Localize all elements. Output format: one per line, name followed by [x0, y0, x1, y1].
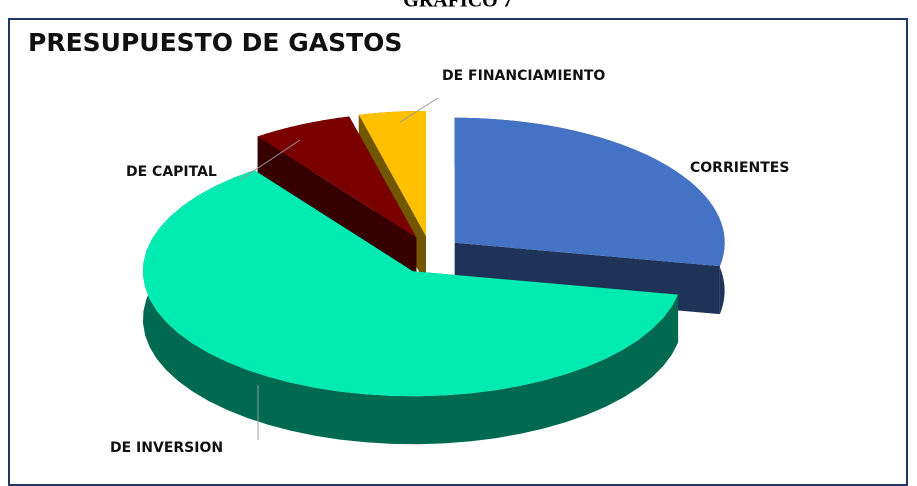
slice-label: CORRIENTES	[690, 160, 789, 176]
leader-line	[239, 139, 301, 181]
slice	[358, 110, 426, 236]
caption: GRAFICO 7	[403, 0, 512, 12]
slice-label: DE CAPITAL	[126, 164, 217, 180]
slice-label: DE INVERSION	[110, 440, 223, 456]
slice	[257, 116, 417, 238]
chart-title: PRESUPUESTO DE GASTOS	[28, 28, 402, 57]
leader-line	[399, 97, 439, 123]
slice	[142, 170, 679, 397]
slice-label: DE FINANCIAMIENTO	[442, 68, 605, 84]
slice	[454, 117, 725, 267]
